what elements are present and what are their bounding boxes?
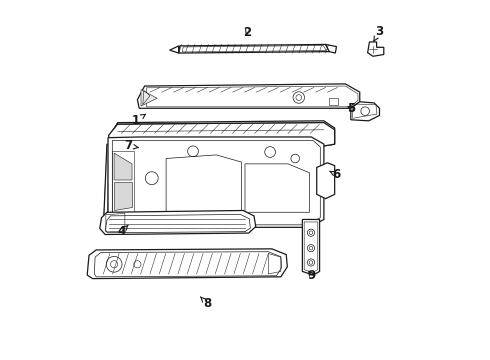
Polygon shape: [114, 153, 132, 180]
Polygon shape: [108, 137, 324, 227]
Polygon shape: [351, 102, 379, 121]
Polygon shape: [100, 211, 256, 234]
Text: 9: 9: [307, 269, 316, 282]
Text: 5: 5: [346, 102, 355, 115]
Text: 6: 6: [330, 168, 341, 181]
Polygon shape: [109, 121, 335, 147]
Text: 1: 1: [131, 114, 146, 127]
Polygon shape: [179, 44, 329, 53]
Polygon shape: [317, 163, 335, 199]
Text: 8: 8: [200, 297, 212, 310]
Polygon shape: [137, 84, 360, 108]
Polygon shape: [114, 182, 132, 211]
Polygon shape: [302, 220, 319, 275]
Text: 4: 4: [117, 225, 128, 238]
Text: 7: 7: [124, 139, 138, 152]
Polygon shape: [368, 42, 384, 56]
Text: 3: 3: [374, 25, 384, 41]
Text: 2: 2: [243, 27, 251, 40]
Polygon shape: [170, 46, 179, 53]
Polygon shape: [141, 90, 157, 106]
Polygon shape: [103, 123, 335, 228]
Polygon shape: [326, 44, 337, 53]
Polygon shape: [87, 249, 287, 279]
